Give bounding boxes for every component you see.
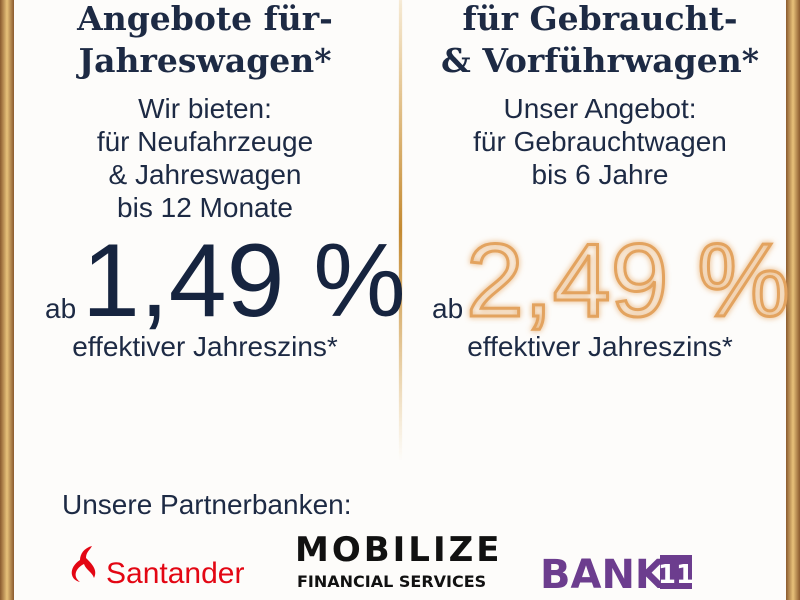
- bank-logo: BANK: [540, 552, 668, 598]
- text: für Neufahrzeuge: [97, 126, 313, 157]
- frame-left: [0, 0, 14, 600]
- title: Jahreswagen*: [75, 41, 331, 80]
- title: & Vorführwagen*: [441, 41, 759, 80]
- text: bis 6 Jahre: [532, 159, 669, 190]
- title: Angebote für-: [76, 0, 333, 38]
- frame-right: [786, 0, 800, 600]
- badge: [660, 555, 692, 589]
- divider: [399, 0, 402, 460]
- text: Unser Angebot:: [503, 93, 696, 124]
- prefix: ab: [45, 293, 76, 324]
- text: für Gebrauchtwagen: [473, 126, 727, 157]
- text: bis 12 Monate: [117, 192, 293, 223]
- prefix: ab: [432, 293, 463, 324]
- bank-logo: MOBILIZE: [295, 530, 503, 570]
- rate: 1,49 %: [82, 223, 406, 339]
- text: & Jahreswagen: [108, 159, 301, 190]
- rate: 2,49 %: [466, 223, 790, 339]
- partners-heading: Unsere Partnerbanken:: [62, 489, 352, 520]
- santander-logo: [71, 546, 96, 582]
- text: Wir bieten:: [138, 93, 272, 124]
- note: effektiver Jahreszins*: [72, 331, 338, 362]
- badge-text: 11: [658, 560, 694, 590]
- note: effektiver Jahreszins*: [467, 331, 733, 362]
- bank-logo: Santander: [106, 557, 244, 590]
- bank-logo-subtitle: FINANCIAL SERVICES: [297, 572, 486, 591]
- title: für Gebraucht-: [462, 0, 737, 38]
